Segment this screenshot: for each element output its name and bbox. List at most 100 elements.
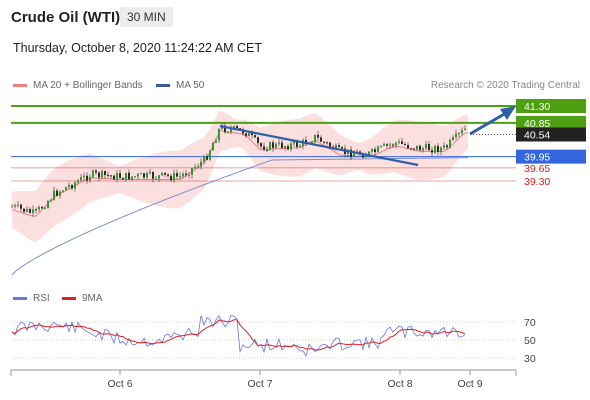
candle-body (32, 209, 34, 213)
candle-body (146, 172, 148, 178)
candle-body (68, 185, 70, 188)
candle-body (62, 190, 64, 192)
x-tick-label: Oct 8 (387, 378, 412, 390)
legend-ma20: MA 20 + Bollinger Bands (13, 80, 143, 91)
candle-body (365, 155, 367, 158)
candle-body (116, 173, 118, 180)
candle-body (401, 141, 403, 144)
candle-body (164, 172, 166, 175)
candle-body (287, 146, 289, 150)
candle-body (290, 143, 292, 150)
candle-body (272, 142, 274, 148)
candle-body (71, 185, 73, 189)
candle-body (419, 145, 421, 151)
candle-body (293, 141, 295, 144)
candle-body (215, 140, 217, 143)
candle-body (275, 143, 277, 148)
candle-body (395, 142, 397, 146)
candle-body (464, 128, 466, 131)
bollinger-band (12, 110, 468, 242)
candle-body (461, 130, 463, 133)
candle-body (191, 167, 193, 175)
rsi-label: RSI (33, 293, 50, 304)
candle-body (209, 150, 211, 160)
candle-body (269, 142, 271, 151)
candle-body (107, 175, 109, 177)
rsi-ma-label: 9MA (82, 293, 103, 304)
candle-body (236, 126, 238, 129)
rsi-axis-label-70: 70 (524, 317, 536, 329)
candle-body (113, 175, 115, 180)
candle-body (239, 128, 241, 130)
candle-body (335, 145, 337, 150)
candle-body (203, 156, 205, 162)
candle-body (425, 144, 427, 149)
candle-body (374, 149, 376, 153)
candle-body (161, 172, 163, 176)
candle-body (437, 145, 439, 153)
level-label-39-65: 39.65 (524, 163, 550, 175)
level-label-bg (516, 149, 586, 164)
candle-body (416, 145, 418, 150)
candle-body (14, 205, 16, 207)
candle-body (50, 199, 52, 202)
candle-body (410, 148, 412, 150)
candle-body (41, 207, 43, 209)
candle-body (98, 172, 100, 178)
candle-body (233, 126, 235, 129)
candle-body (176, 173, 178, 177)
candle-body (77, 180, 79, 183)
candle-body (278, 142, 280, 144)
candle-body (431, 150, 433, 153)
candle-body (83, 175, 85, 178)
research-credit: Research © 2020 Trading Central (430, 80, 580, 91)
chart-datetime: Thursday, October 8, 2020 11:24:22 AM CE… (13, 41, 262, 55)
candle-body (314, 134, 316, 143)
level-label-41-30: 41.30 (524, 101, 550, 113)
candle-body (194, 166, 196, 168)
candle-body (383, 144, 385, 146)
candle-body (212, 142, 214, 151)
candle-body (53, 190, 55, 200)
candle-body (350, 149, 352, 158)
candle-body (35, 209, 37, 211)
candle-body (200, 161, 202, 167)
candle-body (95, 170, 97, 173)
x-tick-label: Oct 7 (247, 378, 272, 390)
candle-body (317, 134, 319, 138)
trendline (219, 124, 419, 167)
candle-body (44, 208, 46, 210)
candle-body (125, 172, 127, 180)
candle-body (29, 209, 31, 213)
x-tick-label: Oct 9 (457, 378, 482, 390)
candle-body (449, 140, 451, 148)
candle-body (152, 172, 154, 179)
projection-arrow (469, 111, 507, 136)
candle-body (380, 145, 382, 147)
level-label-40-85: 40.85 (524, 118, 550, 130)
candle-body (206, 156, 208, 160)
level-label-bg (516, 115, 586, 130)
timeframe-badge[interactable]: 30 MIN (120, 7, 173, 27)
candle-body (257, 137, 259, 144)
x-tick-label: Oct 6 (107, 378, 132, 390)
candle-body (329, 142, 331, 147)
candle-body (434, 145, 436, 153)
candle-body (170, 175, 172, 181)
ma50-swatch (156, 84, 170, 87)
candle-body (299, 145, 301, 147)
candle-body (47, 201, 49, 209)
level-label-39-95: 39.95 (524, 152, 550, 164)
candle-body (386, 144, 388, 146)
candle-body (110, 175, 112, 177)
candle-body (398, 141, 400, 143)
candle-body (413, 148, 415, 150)
candle-body (248, 133, 250, 137)
candle-body (20, 204, 22, 209)
candle-body (140, 173, 142, 175)
level-label-39-30: 39.30 (524, 176, 550, 188)
candle-body (263, 146, 265, 150)
ma50-line (11, 157, 469, 276)
candle-body (377, 146, 379, 153)
rsi-ma-swatch (62, 297, 76, 300)
